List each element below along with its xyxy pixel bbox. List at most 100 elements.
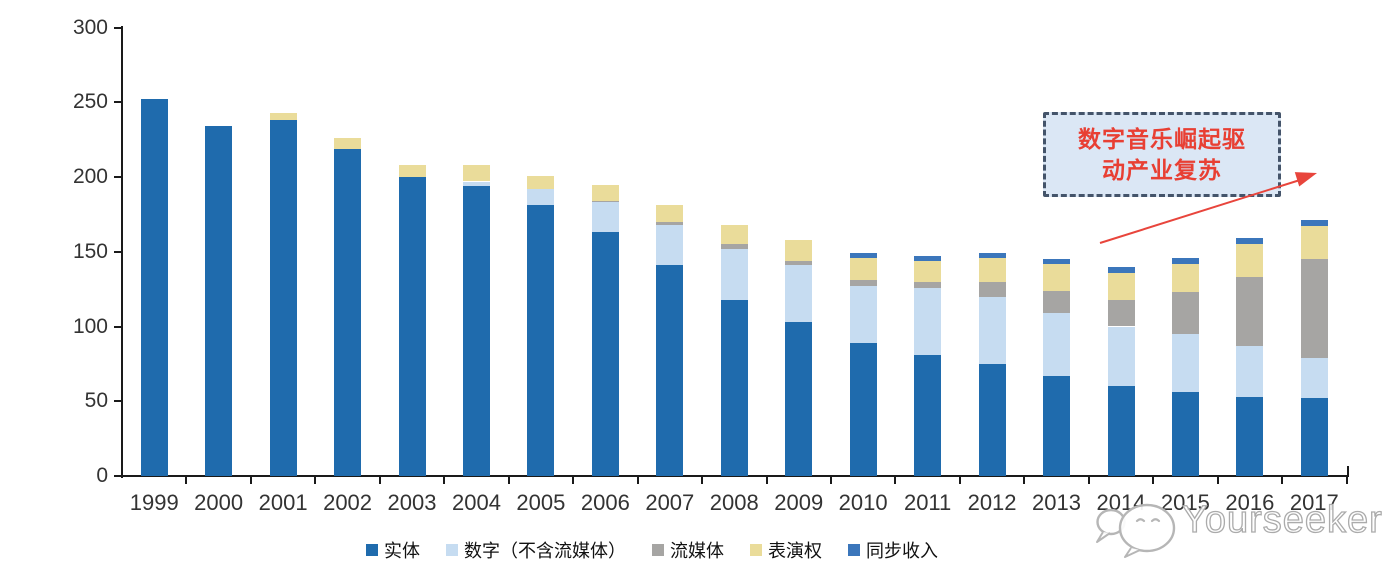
bar-segment <box>1171 392 1199 476</box>
bar-segment <box>1236 345 1264 397</box>
bar-segment <box>720 244 748 249</box>
x-tick-label: 2008 <box>709 490 759 515</box>
legend-swatch <box>848 544 860 556</box>
x-tick-mark <box>894 477 897 484</box>
x-tick-label: 2004 <box>451 490 501 515</box>
bar-segment <box>1107 299 1135 327</box>
x-tick-mark <box>378 477 381 484</box>
bar-segment <box>785 322 813 476</box>
bar-segment <box>398 177 426 476</box>
annotation-line-1: 数字音乐崛起驱 <box>1078 126 1246 152</box>
bar-segment <box>785 260 813 266</box>
y-tick-mark <box>114 26 122 29</box>
x-tick-mark <box>1216 477 1219 484</box>
legend-item: 流媒体 <box>652 537 724 563</box>
x-tick-label: 2012 <box>967 490 1017 515</box>
bar-segment <box>1171 334 1199 393</box>
bar-segment <box>1300 357 1328 399</box>
bar-segment <box>720 248 748 300</box>
bar-segment <box>849 286 877 343</box>
bar-segment <box>334 148 362 476</box>
x-tick-mark <box>1281 477 1284 484</box>
bar-segment <box>1236 396 1264 476</box>
y-tick-label: 0 <box>96 464 108 487</box>
x-axis-line <box>121 475 1349 477</box>
x-tick-label: 2000 <box>194 490 244 515</box>
x-axis-end-cap <box>1346 466 1349 476</box>
x-tick-label: 2013 <box>1032 490 1081 515</box>
bar-segment <box>205 126 233 476</box>
y-tick-label: 200 <box>72 165 108 188</box>
x-tick-label: 2003 <box>387 490 437 515</box>
bar-segment <box>1107 272 1135 300</box>
x-tick-mark <box>829 477 832 484</box>
x-tick-mark <box>701 477 704 484</box>
y-tick-mark <box>114 325 122 328</box>
legend-item: 同步收入 <box>848 537 938 563</box>
bar-segment <box>398 165 426 177</box>
bar-segment <box>527 175 555 189</box>
x-tick-mark <box>1152 477 1155 484</box>
annotation-line-2: 动产业复苏 <box>1102 157 1222 183</box>
y-tick-mark <box>114 400 122 403</box>
bar-segment <box>1300 398 1328 476</box>
bar-segment <box>978 281 1006 297</box>
bar-segment <box>1236 244 1264 278</box>
bar-segment <box>849 257 877 281</box>
bar-segment <box>463 165 490 182</box>
bar-segment <box>591 184 619 201</box>
bar-segment <box>591 232 619 476</box>
y-tick-mark <box>114 101 122 104</box>
annotation-box: 数字音乐崛起驱 动产业复苏 <box>1043 112 1281 197</box>
bar-segment <box>1171 292 1199 334</box>
y-tick-mark <box>114 250 122 253</box>
bar-segment <box>1236 238 1264 245</box>
x-tick-mark <box>572 477 575 484</box>
bar-segment <box>849 342 877 476</box>
x-tick-label: 2001 <box>258 490 308 515</box>
y-tick-label: 50 <box>84 389 108 413</box>
bar-segment <box>914 260 942 282</box>
bar-segment <box>1171 263 1199 293</box>
x-tick-mark <box>958 477 961 484</box>
bar-segment <box>591 200 619 203</box>
bar-segment <box>785 265 813 322</box>
bar-segment <box>269 120 297 476</box>
x-tick-mark <box>1345 477 1348 484</box>
bar-segment <box>591 202 619 233</box>
legend-label: 实体 <box>384 541 420 561</box>
x-tick-mark <box>314 477 317 484</box>
bar-segment <box>656 205 684 222</box>
x-tick-mark <box>1023 477 1026 484</box>
x-tick-mark <box>1087 477 1090 484</box>
x-tick-label: 2002 <box>323 490 373 515</box>
x-tick-mark <box>249 477 252 484</box>
legend-label: 同步收入 <box>866 541 938 561</box>
bar-segment <box>527 189 555 206</box>
watermark-text: Yourseeker <box>1181 498 1383 541</box>
bar-segment <box>1300 226 1328 260</box>
bar-segment <box>656 221 684 225</box>
bar-segment <box>140 99 168 476</box>
x-tick-mark <box>636 477 639 484</box>
bar-segment <box>978 296 1006 364</box>
bar-segment <box>656 265 684 476</box>
y-tick-label: 100 <box>72 314 108 338</box>
legend-label: 表演权 <box>768 541 822 561</box>
bar-segment <box>914 287 942 355</box>
y-tick-label: 150 <box>72 239 108 263</box>
bar-segment <box>269 112 297 121</box>
bar-segment <box>1107 266 1135 273</box>
legend-item: 实体 <box>366 537 420 563</box>
x-tick-label: 2015 <box>1160 490 1210 515</box>
bar-segment <box>914 256 942 261</box>
bar-segment <box>720 299 748 476</box>
bar-segment <box>463 186 490 476</box>
bar-segment <box>1043 263 1070 291</box>
x-tick-mark <box>765 477 768 484</box>
x-tick-label: 1999 <box>129 490 179 515</box>
watermark: Yourseeker <box>1094 496 1383 558</box>
bar-segment <box>1300 259 1328 358</box>
bar-segment <box>527 205 555 476</box>
